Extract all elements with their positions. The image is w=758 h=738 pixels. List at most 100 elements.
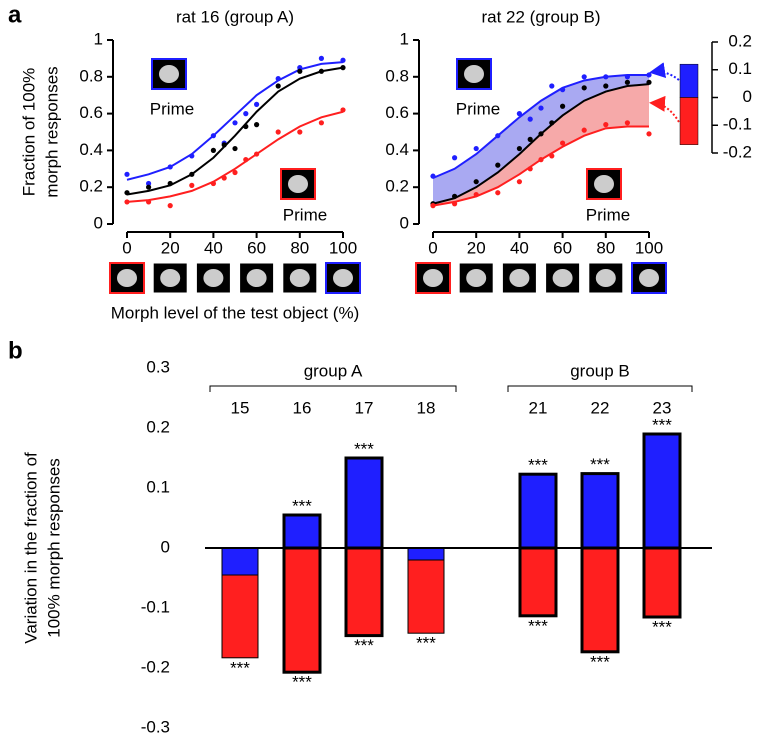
significance: *** [230, 658, 250, 677]
data-point [254, 151, 260, 157]
y-tick-label: 0 [94, 213, 103, 232]
object-shape [639, 269, 659, 287]
data-point [538, 105, 544, 111]
object-shape [160, 269, 181, 287]
data-point [603, 83, 609, 89]
colorbar-segment [679, 97, 699, 145]
group-bracket [209, 385, 457, 392]
data-point [581, 127, 587, 133]
data-point [646, 131, 652, 137]
y-tick-label: 0.2 [79, 177, 103, 196]
colorbar-tick-label: 0.1 [728, 59, 752, 78]
bar [518, 546, 558, 618]
data-point [527, 166, 533, 172]
colorbar-tick-label: 0 [743, 87, 752, 106]
bar [282, 546, 322, 674]
fit-line [126, 61, 344, 181]
data-point [297, 68, 303, 74]
significance: *** [354, 636, 374, 655]
data-point [210, 133, 216, 139]
data-point [516, 111, 523, 117]
object-shape [117, 269, 137, 287]
data-point [189, 171, 195, 177]
y-tick-label: -0.2 [141, 657, 170, 676]
bar [344, 546, 384, 638]
data-point [243, 157, 249, 163]
data-point [146, 199, 152, 205]
arrow [649, 95, 680, 123]
data-point [124, 190, 130, 196]
data-point [581, 74, 587, 80]
significance: *** [590, 455, 610, 474]
object-image [109, 262, 145, 294]
arrow [649, 62, 680, 81]
fit-line [432, 73, 649, 179]
bar [518, 472, 558, 550]
data-point [167, 180, 173, 187]
data-point [527, 136, 533, 142]
y-tick-label: 0.4 [79, 140, 103, 159]
bar [344, 456, 384, 550]
data-point [495, 162, 501, 168]
data-point [516, 145, 523, 152]
x-tick-label: 0 [122, 238, 131, 257]
significance: *** [416, 634, 436, 653]
y-tick-label: 0.6 [79, 103, 103, 122]
data-point [318, 120, 324, 126]
data-point [254, 101, 260, 107]
data-point [124, 171, 130, 177]
data-point [538, 157, 544, 163]
category-label: 21 [529, 398, 548, 417]
data-point [473, 179, 479, 185]
x-tick-label: 100 [329, 238, 357, 257]
y-tick-label: 0 [161, 537, 170, 556]
bar [282, 513, 322, 550]
annotation: Prime [283, 205, 327, 224]
annotation: Prime [456, 99, 500, 118]
colorbar-tick-label: -0.1 [723, 115, 752, 134]
group-label: group B [570, 361, 630, 380]
data-point [581, 85, 587, 91]
data-point [167, 164, 173, 170]
data-point [646, 72, 652, 78]
data-point [189, 153, 195, 159]
data-point [232, 145, 238, 152]
x-tick-label: 20 [467, 238, 486, 257]
significance: *** [652, 617, 672, 636]
data-point [549, 83, 555, 89]
significance: *** [292, 673, 312, 692]
y-tick-label: -0.3 [141, 717, 170, 736]
data-point [340, 57, 346, 63]
data-point [210, 180, 216, 187]
category-label: 23 [653, 398, 672, 417]
y-axis-label: Variation in the fraction of [21, 452, 40, 644]
data-point [210, 147, 216, 153]
bar [221, 547, 259, 576]
object-image [588, 262, 624, 294]
y-tick-label: 0.6 [385, 103, 409, 122]
bar [407, 547, 445, 561]
colorbar-tick-label: 0.2 [728, 31, 752, 50]
colorbar-tick-label: -0.2 [723, 142, 752, 161]
data-point [549, 120, 555, 126]
data-point [430, 173, 436, 179]
data-point [318, 68, 324, 74]
data-point [452, 201, 458, 207]
object-shape [289, 269, 310, 287]
data-point [243, 111, 249, 117]
bar [642, 432, 682, 550]
y-tick-label: 1 [400, 29, 409, 48]
category-label: 22 [591, 398, 610, 417]
object-shape [288, 175, 308, 193]
data-point [167, 203, 173, 209]
data-point [495, 190, 501, 196]
data-point [275, 76, 281, 82]
data-point [232, 120, 238, 126]
object-shape [466, 269, 487, 287]
y-axis-label: morph responses [42, 66, 61, 197]
data-point [560, 87, 566, 93]
category-label: 16 [293, 398, 312, 417]
object-image [631, 262, 667, 294]
x-tick-label: 80 [290, 238, 309, 257]
